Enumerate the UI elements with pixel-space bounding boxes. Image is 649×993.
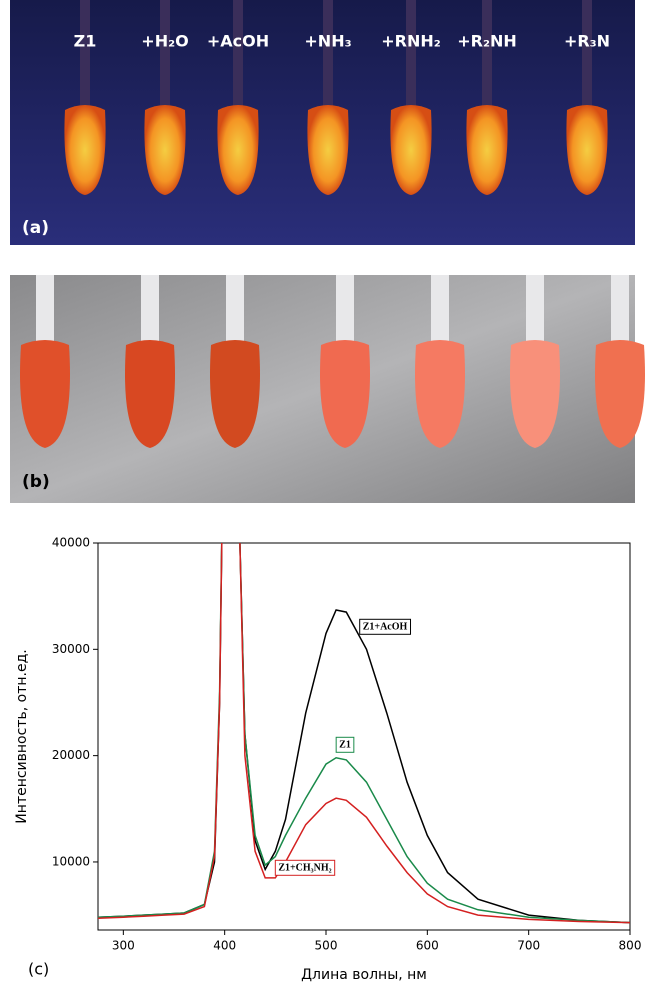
series-label: Z1+CH₃NH₂ (278, 862, 331, 873)
sample-label: +AcOH (207, 32, 269, 51)
y-tick-label: 30000 (52, 642, 90, 656)
swab-stick (226, 275, 244, 345)
y-axis-label: Интенсивность, отн.ед. (14, 649, 30, 823)
panel-label: (b) (22, 472, 50, 492)
swab-stick (160, 0, 170, 110)
x-tick-label: 800 (619, 939, 642, 953)
x-tick-label: 500 (315, 939, 338, 953)
swab-stick (233, 0, 243, 110)
sample-label: +RNH₂ (381, 32, 441, 51)
sample-label: +R₂NH (457, 32, 517, 51)
swab-stick (141, 275, 159, 345)
x-tick-label: 400 (213, 939, 236, 953)
plot-frame (98, 543, 630, 930)
sample-label: Z1 (74, 32, 97, 51)
sample-label: +R₃N (564, 32, 610, 51)
x-tick-label: 700 (517, 939, 540, 953)
x-tick-label: 300 (112, 939, 135, 953)
swab-stick (582, 0, 592, 110)
y-tick-label: 40000 (52, 536, 90, 550)
swab-stick (323, 0, 333, 110)
y-tick-label: 10000 (52, 854, 90, 868)
sample-label: +H₂O (141, 32, 188, 51)
panel-label: (c) (28, 960, 49, 979)
panel-label: (a) (22, 218, 49, 238)
swab-stick (336, 275, 354, 345)
x-tick-label: 600 (416, 939, 439, 953)
swab-stick (80, 0, 90, 110)
swab-stick (431, 275, 449, 345)
swab-stick (482, 0, 492, 110)
swab-stick (406, 0, 416, 110)
figure: (a) (b) 300 400 500 600 700 800 10000 20000 3000… (0, 0, 649, 989)
series-label: Z1+AcOH (363, 621, 408, 632)
sample-label: +NH₃ (304, 32, 351, 51)
x-axis-label: Длина волны, нм (301, 967, 427, 983)
y-tick-label: 20000 (52, 748, 90, 762)
swab-stick (36, 275, 54, 345)
swab-stick (526, 275, 544, 345)
series-label: Z1 (339, 739, 351, 750)
swab-stick (611, 275, 629, 345)
